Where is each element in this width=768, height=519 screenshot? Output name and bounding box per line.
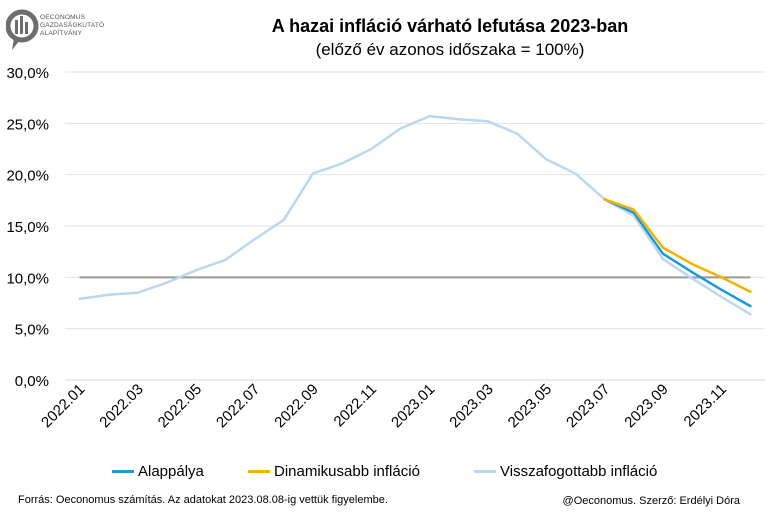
x-tick-label: 2023.09 [621, 381, 671, 431]
logo-line-3: ALAPÍTVÁNY [40, 30, 83, 37]
series-line-dinamikusabb-infl-ci- [603, 198, 752, 293]
logo-line-1: OECONOMUS [40, 14, 86, 21]
y-tick-label: 15,0% [6, 219, 49, 236]
x-tick-label: 2022.11 [331, 381, 381, 431]
author-credit: @Oeconomus. Szerző: Erdélyi Dóra [562, 495, 740, 507]
logo-line-2: GAZDASÁGKUTATÓ [40, 22, 105, 29]
y-tick-label: 0,0% [15, 373, 49, 390]
legend-item-alappalya: Alappálya [112, 463, 204, 480]
legend-item-visszafogottabb: Visszafogottabb infláció [474, 463, 657, 480]
legend-swatch-alappalya [112, 470, 134, 473]
logo-text: OECONOMUS GAZDASÁGKUTATÓ ALAPÍTVÁNY [40, 14, 104, 38]
x-tick-label: 2022.09 [271, 381, 321, 431]
legend-swatch-dinamikusabb [248, 470, 270, 473]
x-tick-label: 2023.03 [446, 381, 496, 431]
x-tick-label: 2023.01 [388, 381, 438, 431]
y-tick-label: 10,0% [6, 270, 49, 287]
x-tick-label: 2022.07 [213, 381, 263, 431]
y-tick-label: 20,0% [6, 168, 49, 185]
y-tick-label: 30,0% [6, 65, 49, 82]
x-tick-label: 2023.05 [505, 381, 555, 431]
legend-swatch-visszafogottabb [474, 470, 496, 473]
legend-label-alappalya: Alappálya [138, 463, 204, 480]
x-tick-label: 2022.05 [155, 381, 205, 431]
x-tick-label: 2023.07 [563, 381, 613, 431]
series-line-visszafogottabb-infl-ci- [78, 114, 752, 316]
y-tick-label: 5,0% [15, 322, 49, 339]
legend-label-dinamikusabb: Dinamikusabb infláció [274, 463, 420, 480]
legend: Alappálya Dinamikusabb infláció Visszafo… [0, 463, 768, 483]
x-tick-label: 2023.11 [681, 381, 731, 431]
oeconomus-logo: OECONOMUS GAZDASÁGKUTATÓ ALAPÍTVÁNY [5, 6, 136, 56]
legend-label-visszafogottabb: Visszafogottabb infláció [500, 463, 658, 480]
chart-subtitle: (előző év azonos időszaka = 100%) [315, 40, 585, 59]
chart-title: A hazai infláció várható lefutása 2023-b… [271, 16, 629, 36]
y-tick-label: 25,0% [6, 116, 49, 133]
x-tick-label: 2022.03 [96, 381, 146, 431]
logo-icon [5, 9, 39, 50]
source-note: Forrás: Oeconomus számítás. Az adatokat … [18, 494, 388, 506]
legend-item-dinamikusabb: Dinamikusabb infláció [248, 463, 420, 480]
series-line-alapp-lya [603, 198, 752, 308]
